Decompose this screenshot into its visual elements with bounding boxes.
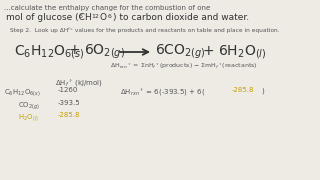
Text: ...calculate the enthalpy change for the combustion of one: ...calculate the enthalpy change for the… <box>4 5 210 11</box>
Text: mol of glucose (C: mol of glucose (C <box>6 13 85 22</box>
Text: H$_2$O$_{(l)}$: H$_2$O$_{(l)}$ <box>18 112 39 123</box>
Text: O: O <box>100 13 107 22</box>
Text: 6CO$_{2(g)}$: 6CO$_{2(g)}$ <box>155 43 206 61</box>
Text: -393.5: -393.5 <box>58 100 81 106</box>
Text: -285.8: -285.8 <box>232 87 254 93</box>
Text: ): ) <box>261 87 264 93</box>
Text: + 6H$_2$O$_{(l)}$: + 6H$_2$O$_{(l)}$ <box>202 43 267 61</box>
Text: C$_6$H$_{12}$O$_{6(s)}$: C$_6$H$_{12}$O$_{6(s)}$ <box>14 43 85 61</box>
Text: Step 2.  Look up ΔHᶠ° values for the products and reactants on table and place i: Step 2. Look up ΔHᶠ° values for the prod… <box>10 27 279 33</box>
Text: -1260: -1260 <box>58 87 78 93</box>
Text: ) to carbon dioxide and water.: ) to carbon dioxide and water. <box>113 13 249 22</box>
Text: $\Delta$H$_f$$^\circ$ (kJ/mol): $\Delta$H$_f$$^\circ$ (kJ/mol) <box>55 78 103 89</box>
Text: $\Delta$H$_{rxn}$$^\circ$ = 6(-393.5) + 6(: $\Delta$H$_{rxn}$$^\circ$ = 6(-393.5) + … <box>120 87 205 98</box>
Text: $\Delta$H$_{rxn}$$^\circ$ = $\Sigma$nH$_f$$^\circ$(products) $-$ $\Sigma$mH$_f$$: $\Delta$H$_{rxn}$$^\circ$ = $\Sigma$nH$_… <box>110 61 258 71</box>
Text: -285.8: -285.8 <box>58 112 81 118</box>
Text: + 6O$_{2(g)}$: + 6O$_{2(g)}$ <box>68 43 125 61</box>
Text: 6: 6 <box>79 15 83 19</box>
Text: CO$_{2(g)}$: CO$_{2(g)}$ <box>18 100 40 111</box>
Text: H: H <box>84 13 91 22</box>
Text: C$_6$H$_{12}$O$_{6(s)}$: C$_6$H$_{12}$O$_{6(s)}$ <box>4 87 41 98</box>
Text: 6: 6 <box>108 15 112 19</box>
Text: 12: 12 <box>91 15 99 19</box>
